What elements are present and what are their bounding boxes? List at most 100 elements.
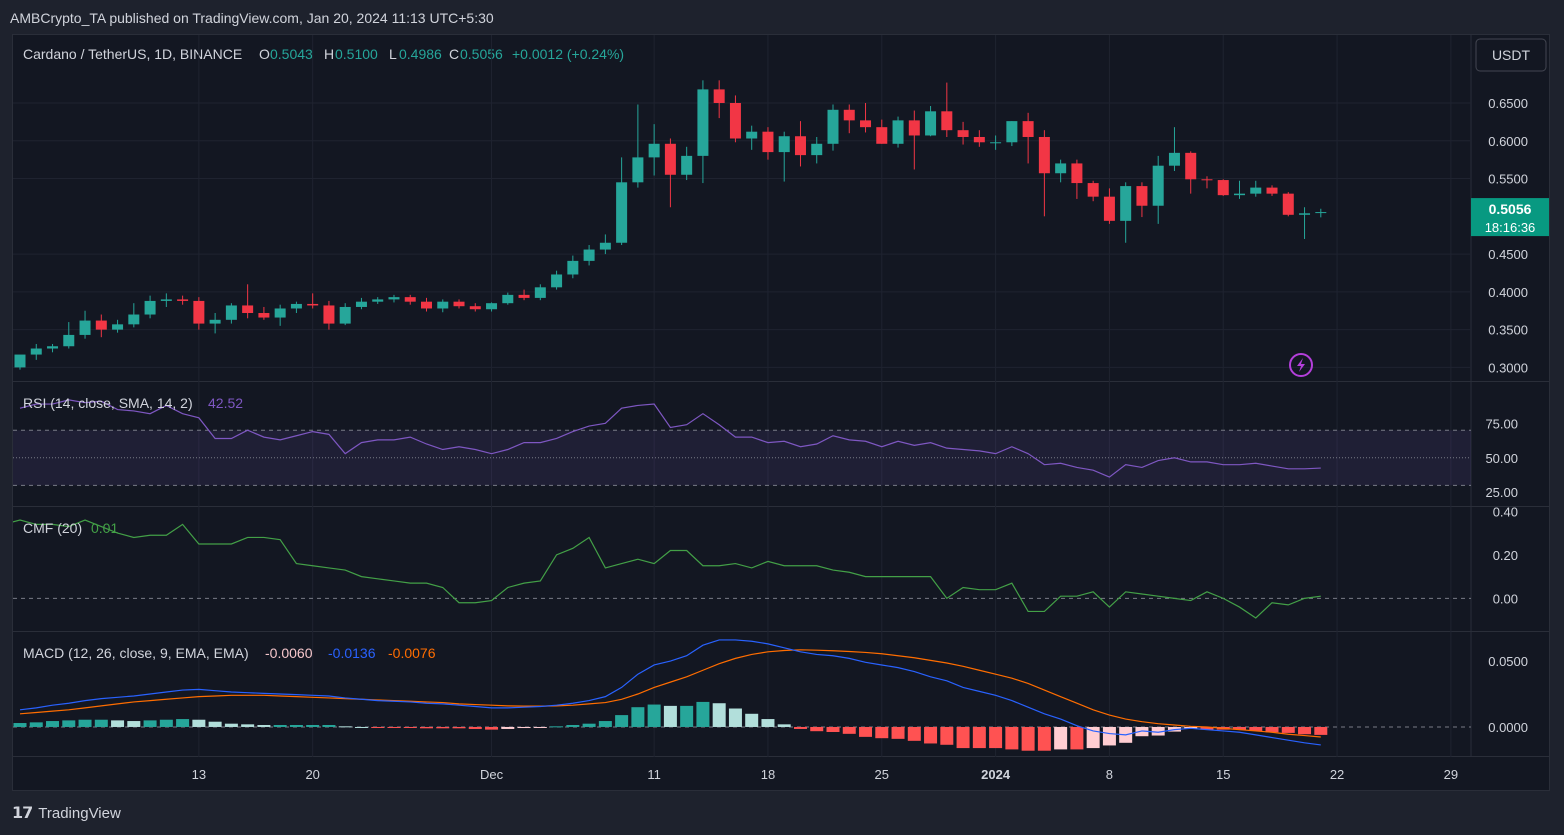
footer-brand[interactable]: 𝟭𝟳 TradingView (12, 803, 121, 823)
macd-histogram-bar (1281, 726, 1295, 733)
candle-body (160, 299, 172, 301)
ohlc-o-label: O (259, 46, 270, 62)
macd-histogram-bar (306, 725, 320, 727)
ohlc-change: +0.0012 (+0.24%) (512, 46, 624, 62)
macd-histogram-bar (826, 726, 840, 732)
macd-histogram-bar (1005, 726, 1019, 750)
candle-body (242, 305, 254, 314)
candle-body (323, 305, 335, 324)
macd-histogram-bar (1298, 726, 1312, 735)
macd-histogram-bar (322, 725, 336, 727)
cmf-title[interactable]: CMF (20) (23, 520, 82, 536)
candle-body (1006, 121, 1018, 143)
candle-body (892, 120, 904, 144)
candle-body (925, 111, 937, 136)
brand-name: TradingView (38, 804, 121, 822)
rsi-line (19, 399, 1321, 478)
ohlc-c-value: 0.5056 (460, 46, 503, 62)
macd-histogram-bar (420, 726, 433, 729)
candle-body (1120, 186, 1132, 221)
candle-body (1250, 187, 1262, 194)
macd-histogram-bar (891, 726, 905, 739)
candle-body (421, 301, 432, 309)
macd-histogram-bar (468, 726, 482, 729)
candle-body (1299, 213, 1311, 215)
ohlc-l-label: L (389, 46, 397, 62)
lightning-icon[interactable] (1289, 353, 1313, 377)
candle-body (95, 320, 107, 330)
macd-histogram-bar (777, 724, 791, 727)
candle-body (632, 157, 644, 183)
candle-body (534, 287, 546, 298)
candle-body (339, 306, 351, 324)
macd-title[interactable]: MACD (12, 26, close, 9, EMA, EMA) (23, 645, 249, 661)
macd-histogram-bar (1151, 726, 1165, 736)
x-tick-label: 13 (192, 767, 206, 782)
candle-body (1038, 136, 1050, 174)
x-tick-label: 29 (1444, 767, 1458, 782)
candle-body (372, 299, 384, 302)
last-price-value: 0.5056 (1489, 201, 1532, 217)
macd-histogram-bar (208, 721, 222, 727)
candle-body (599, 242, 611, 250)
cmf-value: 0.01 (91, 520, 118, 536)
candle-body (453, 301, 465, 307)
candle-body (209, 319, 221, 324)
macd-histogram-bar (273, 725, 287, 727)
x-tick-label: 15 (1216, 767, 1230, 782)
countdown-timer: 18:16:36 (1485, 220, 1536, 235)
price-tick-label: 0.3500 (1488, 323, 1528, 338)
candle-body (713, 89, 725, 103)
candle-body (63, 334, 75, 347)
macd-histogram-bar (127, 721, 141, 727)
candle-body (843, 109, 855, 121)
macd-histogram-bar (663, 705, 677, 727)
macd-histogram-bar (631, 707, 645, 727)
candle-body (225, 305, 237, 320)
candle-body (551, 274, 563, 288)
macd-histogram-bar (517, 726, 531, 729)
ohlc-h-value: 0.5100 (335, 46, 378, 62)
candle-body (469, 306, 481, 310)
currency-button[interactable]: USDT (1475, 38, 1547, 72)
macd-histogram-bar (501, 726, 515, 729)
macd-histogram-bar (224, 723, 238, 727)
macd-histogram-bar (615, 715, 629, 727)
macd-histogram-bar (1086, 726, 1100, 749)
candle-body (144, 300, 156, 315)
currency-label: USDT (1492, 47, 1531, 63)
candle-body (355, 301, 367, 307)
price-tick-label: 0.6500 (1488, 96, 1528, 111)
cmf-tick-label: 0.20 (1493, 548, 1518, 563)
macd-histogram-bar (696, 701, 710, 727)
candle-body (486, 303, 498, 310)
macd-tick-label: 0.0000 (1488, 720, 1528, 735)
candle-body (729, 102, 741, 139)
candle-body (128, 314, 140, 325)
x-tick-label: 20 (305, 767, 319, 782)
macd-histogram-bar (924, 726, 938, 744)
x-tick-label: 18 (761, 767, 775, 782)
candle-body (697, 89, 709, 156)
rsi-title[interactable]: RSI (14, close, SMA, 14, 2) (23, 395, 193, 411)
macd-histogram-bar (680, 705, 694, 727)
macd-histogram-bar (46, 721, 60, 727)
candle-body (908, 120, 920, 136)
macd-histogram-bar (1135, 726, 1149, 737)
macd-histogram-bar (842, 726, 856, 734)
ohlc-c-label: C (449, 46, 459, 62)
macd-histogram-bar (1054, 726, 1068, 750)
tradingview-logo-icon: 𝟭𝟳 (12, 805, 33, 822)
candle-body (794, 136, 806, 156)
macd-histogram-bar (1314, 726, 1328, 735)
cmf-tick-label: 0.40 (1493, 504, 1518, 519)
price-tick-label: 0.4000 (1488, 285, 1528, 300)
x-tick-label: Dec (480, 767, 504, 782)
symbol-title[interactable]: Cardano / TetherUS, 1D, BINANCE (23, 46, 242, 62)
macd-histogram-bar (940, 726, 954, 745)
candle-body (1217, 180, 1229, 196)
rsi-tick-label: 50.00 (1485, 451, 1518, 466)
candle-body (616, 182, 628, 243)
candle-body (1234, 193, 1245, 196)
macd-histogram-bar (1102, 726, 1116, 746)
